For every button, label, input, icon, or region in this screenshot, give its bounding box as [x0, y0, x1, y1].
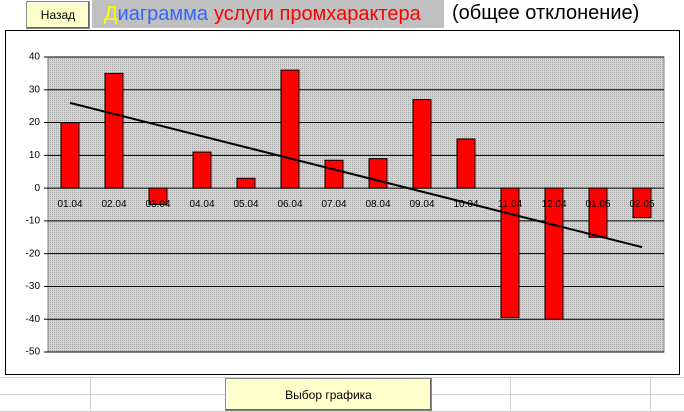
back-button[interactable]: Назад [26, 1, 90, 29]
x-tick-label: 04.04 [189, 199, 214, 210]
bar [324, 159, 344, 189]
x-tick-label: 01.04 [57, 199, 82, 210]
bar [60, 122, 80, 189]
bar [368, 158, 388, 189]
x-tick-label: 05.04 [233, 199, 258, 210]
y-tick-label: 0 [34, 183, 40, 194]
bar [148, 187, 168, 206]
y-tick-label: -20 [26, 248, 41, 259]
subtitle: (общее отклонение) [452, 2, 640, 24]
x-tick-label: 12.04 [541, 199, 566, 210]
x-tick-label: 02.05 [629, 199, 654, 210]
y-tick-label: 40 [29, 52, 41, 63]
title-part: услуги промхарактера [214, 2, 421, 25]
y-tick-label: -10 [26, 216, 41, 227]
y-tick-label: -30 [26, 281, 41, 292]
x-tick-label: 01.05 [585, 199, 610, 210]
bar [236, 177, 256, 189]
bar [544, 187, 564, 320]
plot-area [47, 56, 665, 353]
bar [456, 138, 476, 189]
bar [192, 151, 212, 189]
bar [280, 69, 300, 189]
bar [588, 187, 608, 238]
y-tick-label: 10 [29, 150, 41, 161]
x-tick-label: 11.04 [498, 199, 523, 210]
x-tick-label: 09.04 [409, 199, 434, 210]
x-tick-label: 03.04 [145, 199, 170, 210]
x-tick-label: 10.04 [453, 199, 478, 210]
trendline [69, 101, 643, 249]
bar [500, 187, 520, 319]
x-tick-label: 02.04 [101, 199, 126, 210]
x-tick-label: 06.04 [277, 199, 302, 210]
y-tick-label: 30 [29, 84, 41, 95]
bar [104, 72, 124, 189]
title-part: иаграмма [117, 2, 209, 25]
x-tick-label: 07.04 [321, 199, 346, 210]
title-part: Д [104, 2, 118, 25]
bar [632, 187, 652, 219]
chart-select-button[interactable]: Выбор графика [225, 378, 432, 411]
bar [412, 99, 432, 189]
y-tick-label: 20 [29, 117, 41, 128]
x-tick-label: 08.04 [365, 199, 390, 210]
y-tick-label: -50 [26, 347, 41, 358]
y-tick-label: -40 [26, 314, 41, 325]
